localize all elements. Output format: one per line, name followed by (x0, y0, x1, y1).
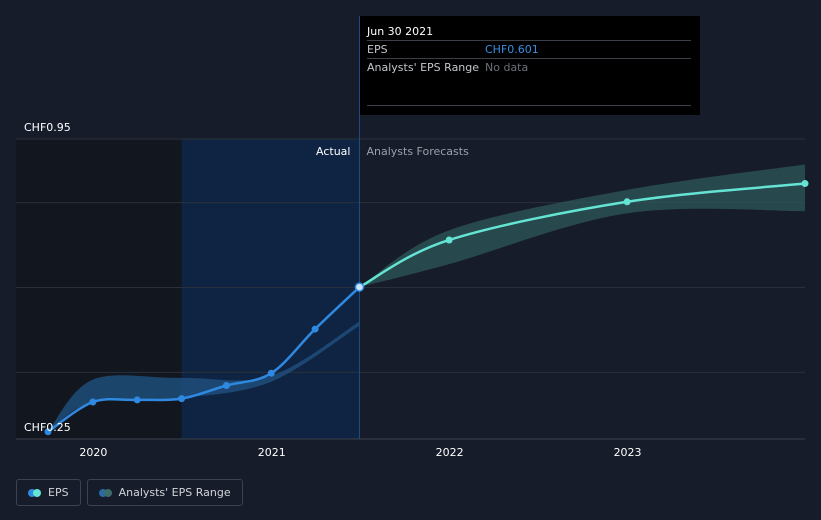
y-tick-label: CHF0.25 (24, 421, 71, 434)
eps-point (44, 428, 52, 436)
legend: EPS Analysts' EPS Range (16, 479, 243, 506)
x-tick-label: 2020 (79, 446, 107, 459)
legend-eps-range-label: Analysts' EPS Range (118, 486, 231, 499)
region-labels: Actual Analysts Forecasts (316, 145, 469, 158)
tooltip-date: Jun 30 2021 (367, 25, 434, 38)
eps-point (445, 236, 453, 244)
x-tick-label: 2023 (614, 446, 642, 459)
eps-point (354, 282, 365, 292)
eps-swatch-icon (28, 488, 42, 497)
eps-range-band (359, 164, 805, 288)
eps-points (44, 180, 809, 436)
eps-lines (47, 182, 806, 433)
tooltip-range-value: No data (485, 61, 529, 74)
x-tick-label: 2021 (258, 446, 286, 459)
tooltip-eps-value: CHF0.601 (485, 43, 539, 56)
eps-line (47, 286, 361, 433)
x-axis-labels: 2020 2021 2022 2023 (79, 446, 641, 459)
eps-line (358, 182, 806, 289)
eps-point (89, 398, 97, 406)
eps-point (222, 382, 230, 390)
tooltip-row-eps: EPS CHF0.601 (367, 40, 691, 58)
eps-range-swatch-icon (98, 488, 113, 497)
tooltip-row-range: Analysts' EPS Range No data (367, 58, 691, 76)
eps-point (133, 396, 141, 404)
eps-range-bands (48, 164, 805, 432)
eps-point (623, 198, 631, 206)
legend-item-eps[interactable]: EPS (16, 479, 81, 506)
eps-range-band (48, 321, 360, 432)
tooltip-eps-label: EPS (367, 43, 388, 56)
actual-label: Actual (316, 145, 350, 158)
y-axis-labels: CHF0.95 CHF0.25 (24, 121, 71, 434)
y-tick-label: CHF0.95 (24, 121, 71, 134)
legend-eps-label: EPS (48, 486, 69, 499)
eps-point (267, 369, 275, 377)
eps-point (311, 325, 319, 333)
forecast-label: Analysts Forecasts (366, 145, 469, 158)
eps-point (801, 180, 809, 188)
legend-item-eps-range[interactable]: Analysts' EPS Range (86, 479, 243, 506)
eps-point (178, 395, 186, 403)
x-tick-label: 2022 (436, 446, 464, 459)
tooltip-range-label: Analysts' EPS Range (367, 61, 480, 74)
tooltip-divider (367, 105, 691, 106)
tooltip: Jun 30 2021 EPS CHF0.601 Analysts' EPS R… (360, 16, 700, 115)
